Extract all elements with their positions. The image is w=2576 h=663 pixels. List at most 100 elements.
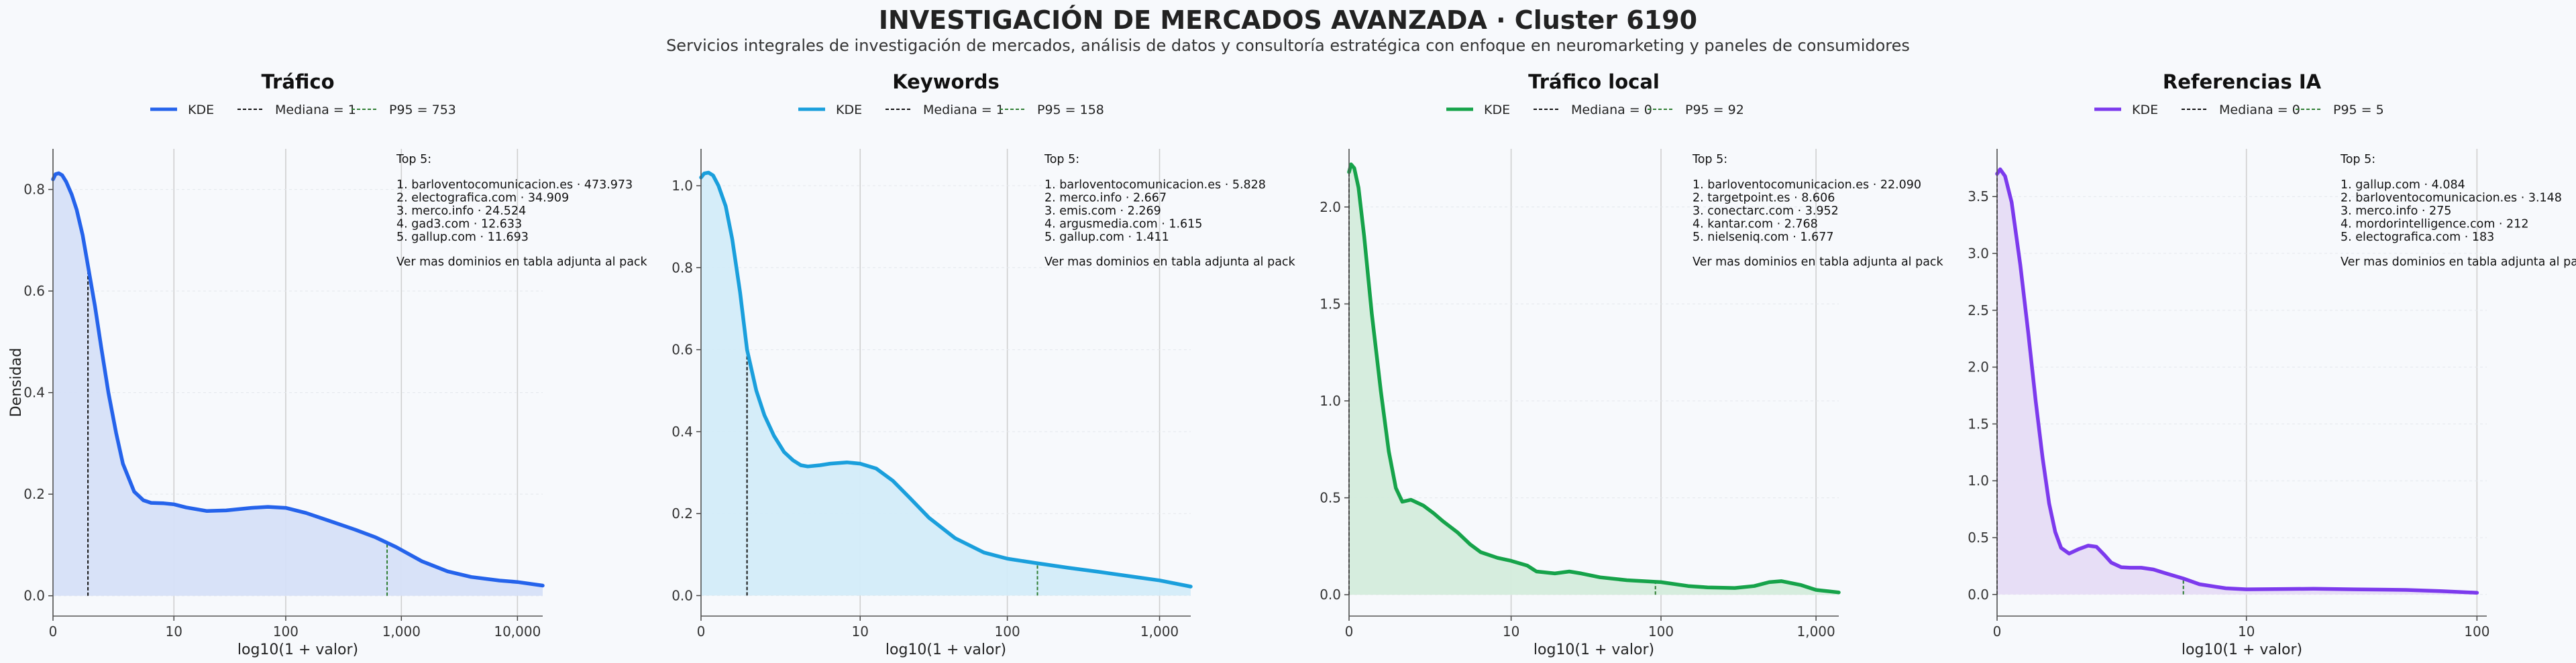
y-tick-label: 0.0 — [1968, 587, 1989, 603]
top5-item: 3. emis.com · 2.269 — [1044, 204, 1161, 218]
y-tick-label: 0.0 — [23, 588, 45, 604]
top5-item: 4. kantar.com · 2.768 — [1693, 218, 1818, 231]
top5-annotation: Top 5: 1. barloventocomunicacion.es · 22.… — [1692, 153, 1944, 269]
x-tick-label: 10,000 — [494, 623, 541, 640]
top5-item: 5. gallup.com · 1.411 — [1044, 231, 1169, 244]
top5-title: Top 5: — [1692, 153, 1727, 166]
legend: KDE Mediana = 1 P95 = 158 — [798, 103, 1104, 117]
x-tick-label: 100 — [1648, 623, 1674, 640]
legend: KDE Mediana = 0 P95 = 5 — [2094, 103, 2384, 117]
x-tick-label: 0 — [49, 623, 58, 640]
top5-item: 3. conectarc.com · 3.952 — [1693, 204, 1839, 218]
legend: KDE Mediana = 0 P95 = 92 — [1446, 103, 1744, 117]
top5-note: Ver mas dominios en tabla adjunta al pac… — [2341, 255, 2576, 269]
y-tick-label: 0.4 — [672, 424, 693, 440]
x-tick-label: 10 — [2238, 623, 2255, 640]
top5-item: 2. electografica.com · 34.909 — [396, 192, 569, 205]
legend: KDE Mediana = 1 P95 = 753 — [150, 103, 456, 117]
panel-title: Tráfico — [261, 70, 334, 93]
legend-kde-label: KDE — [188, 103, 214, 117]
y-tick-label: 1.5 — [1320, 296, 1341, 312]
top5-item: 5. gallup.com · 11.693 — [396, 231, 529, 244]
legend-p95-label: P95 = 5 — [2333, 103, 2384, 117]
y-tick-label: 2.0 — [1968, 359, 1989, 375]
top5-item: 5. electografica.com · 183 — [2341, 231, 2494, 244]
y-tick-label: 0.0 — [672, 587, 693, 603]
x-tick-label: 0 — [1345, 623, 1354, 640]
figure-title: INVESTIGACIÓN DE MERCADOS AVANZADA · Clu… — [879, 5, 1697, 35]
y-tick-label: 0.2 — [23, 486, 45, 502]
panel-3: Tráfico local KDE Mediana = 0 P95 = 92 0 10 10… — [1320, 70, 1943, 658]
top5-item: 1. barloventocomunicacion.es · 5.828 — [1044, 178, 1266, 192]
x-axis-label: log10(1 + valor) — [885, 642, 1006, 658]
x-tick-label: 0 — [697, 623, 706, 640]
top5-item: 5. nielseniq.com · 1.677 — [1693, 231, 1834, 244]
x-axis-label: log10(1 + valor) — [237, 642, 358, 658]
x-tick-label: 10 — [852, 623, 869, 640]
x-tick-label: 1,000 — [1140, 623, 1179, 640]
top5-item: 2. barloventocomunicacion.es · 3.148 — [2341, 192, 2562, 205]
y-tick-label: 0.5 — [1320, 490, 1341, 506]
y-tick-label: 2.5 — [1968, 302, 1989, 318]
y-tick-label: 0.6 — [672, 342, 693, 358]
figure-subtitle: Servicios integrales de investigación de… — [666, 36, 1910, 55]
top5-note: Ver mas dominios en tabla adjunta al pac… — [1044, 255, 1296, 269]
kde-line — [51, 171, 545, 588]
top5-item: 2. merco.info · 2.667 — [1044, 192, 1167, 205]
top5-item: 4. argusmedia.com · 1.615 — [1044, 218, 1202, 231]
y-tick-label: 0.0 — [1320, 587, 1341, 603]
legend-kde-label: KDE — [2132, 103, 2158, 117]
y-tick-label: 0.4 — [23, 385, 45, 401]
x-tick-label: 1,000 — [382, 623, 421, 640]
y-tick-label: 1.0 — [672, 178, 693, 194]
panel-title: Keywords — [892, 70, 1000, 93]
y-tick-label: 0.8 — [672, 259, 693, 276]
legend-kde-label: KDE — [836, 103, 862, 117]
kde-line — [1347, 162, 1841, 595]
kde-area — [701, 172, 1191, 596]
y-tick-label: 0.8 — [23, 182, 45, 198]
x-tick-label: 100 — [2464, 623, 2489, 640]
panel-1: Tráfico KDE Mediana = 1 P95 = 753 0 10 100 1,00… — [8, 70, 648, 658]
y-tick-label: 1.0 — [1968, 473, 1989, 489]
y-axis-label: Densidad — [8, 348, 25, 417]
top5-item: 1. barloventocomunicacion.es · 22.090 — [1693, 178, 1921, 192]
x-tick-label: 0 — [1993, 623, 2002, 640]
legend-median-label: Mediana = 1 — [923, 103, 1004, 117]
y-tick-label: 0.2 — [672, 505, 693, 522]
top5-note: Ver mas dominios en tabla adjunta al pac… — [1693, 255, 1944, 269]
y-tick-label: 0.6 — [23, 283, 45, 299]
kde-area — [1349, 164, 1839, 595]
x-axis-label: log10(1 + valor) — [2182, 642, 2302, 658]
x-tick-label: 1,000 — [1796, 623, 1835, 640]
y-tick-label: 3.0 — [1968, 245, 1989, 261]
x-tick-label: 100 — [995, 623, 1020, 640]
x-tick-label: 100 — [273, 623, 299, 640]
y-tick-label: 0.5 — [1968, 530, 1989, 546]
top5-item: 4. gad3.com · 12.633 — [396, 218, 522, 231]
top5-item: 4. mordorintelligence.com · 212 — [2341, 218, 2528, 231]
legend-median-label: Mediana = 1 — [275, 103, 356, 117]
legend-p95-label: P95 = 753 — [389, 103, 456, 117]
kde-area — [1997, 169, 2477, 595]
top5-annotation: Top 5: 1. barloventocomunicacion.es · 5.8… — [1044, 153, 1296, 269]
top5-item: 1. gallup.com · 4.084 — [2341, 178, 2465, 192]
y-tick-label: 3.5 — [1968, 188, 1989, 204]
y-tick-label: 2.0 — [1320, 199, 1341, 215]
x-tick-label: 10 — [1503, 623, 1519, 640]
top5-annotation: Top 5: 1. barloventocomunicacion.es · 473… — [396, 153, 648, 269]
legend-median-label: Mediana = 0 — [1571, 103, 1652, 117]
legend-p95-label: P95 = 92 — [1685, 103, 1744, 117]
top5-item: 3. merco.info · 275 — [2341, 204, 2451, 218]
x-axis-label: log10(1 + valor) — [1534, 642, 1654, 658]
top5-title: Top 5: — [2340, 153, 2375, 166]
top5-title: Top 5: — [396, 153, 431, 166]
legend-kde-label: KDE — [1484, 103, 1510, 117]
panel-title: Referencias IA — [2163, 70, 2322, 93]
y-tick-label: 1.0 — [1320, 393, 1341, 409]
panel-title: Tráfico local — [1528, 70, 1660, 93]
top5-note: Ver mas dominios en tabla adjunta al pac… — [396, 255, 648, 269]
